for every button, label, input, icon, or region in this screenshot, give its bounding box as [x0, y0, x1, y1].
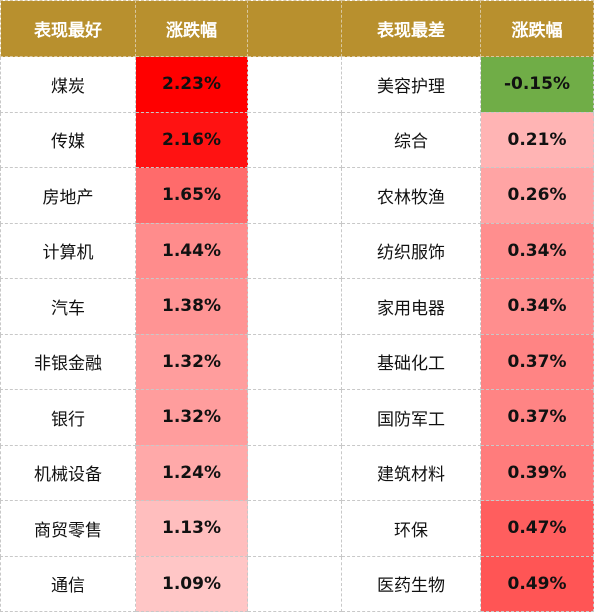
- header-worst: 表现最差: [341, 0, 481, 57]
- best-sector-name: 通信: [0, 555, 136, 612]
- worst-sector-change: 0.34%: [480, 222, 594, 279]
- best-sector-change: 2.23%: [135, 56, 248, 113]
- table-row: 通信 1.09% 医药生物 0.49%: [0, 555, 594, 612]
- best-sector-change: 1.13%: [135, 500, 248, 557]
- table-row: 机械设备 1.24% 建筑材料 0.39%: [0, 444, 594, 501]
- worst-sector-name: 家用电器: [341, 278, 481, 335]
- best-sector-name: 传媒: [0, 111, 136, 168]
- best-sector-change: 1.65%: [135, 167, 248, 224]
- table-row: 煤炭 2.23% 美容护理 -0.15%: [0, 56, 594, 113]
- worst-sector-change: 0.34%: [480, 278, 594, 335]
- best-sector-name: 非银金融: [0, 333, 136, 390]
- best-sector-change: 1.09%: [135, 555, 248, 612]
- worst-sector-change: 0.39%: [480, 444, 594, 501]
- column-gap: [247, 222, 342, 279]
- header-gap: [247, 0, 342, 57]
- table-row: 计算机 1.44% 纺织服饰 0.34%: [0, 222, 594, 279]
- header-row: 表现最好 涨跌幅 表现最差 涨跌幅: [0, 0, 594, 57]
- worst-sector-name: 医药生物: [341, 555, 481, 612]
- column-gap: [247, 444, 342, 501]
- worst-sector-change: 0.26%: [480, 167, 594, 224]
- column-gap: [247, 56, 342, 113]
- best-sector-change: 1.38%: [135, 278, 248, 335]
- worst-sector-name: 农林牧渔: [341, 167, 481, 224]
- table-row: 房地产 1.65% 农林牧渔 0.26%: [0, 167, 594, 224]
- best-sector-change: 2.16%: [135, 111, 248, 168]
- column-gap: [247, 500, 342, 557]
- best-sector-name: 煤炭: [0, 56, 136, 113]
- table-row: 传媒 2.16% 综合 0.21%: [0, 111, 594, 168]
- best-sector-name: 房地产: [0, 167, 136, 224]
- best-sector-name: 机械设备: [0, 444, 136, 501]
- best-sector-name: 计算机: [0, 222, 136, 279]
- worst-sector-change: 0.37%: [480, 389, 594, 446]
- best-sector-name: 银行: [0, 389, 136, 446]
- table-row: 非银金融 1.32% 基础化工 0.37%: [0, 333, 594, 390]
- best-sector-change: 1.32%: [135, 389, 248, 446]
- column-gap: [247, 111, 342, 168]
- table-row: 银行 1.32% 国防军工 0.37%: [0, 389, 594, 446]
- worst-sector-change: 0.49%: [480, 555, 594, 612]
- table-body: 煤炭 2.23% 美容护理 -0.15% 传媒 2.16% 综合 0.21% 房地产 1.65% 农…: [0, 56, 594, 612]
- best-sector-change: 1.32%: [135, 333, 248, 390]
- best-sector-name: 汽车: [0, 278, 136, 335]
- worst-sector-change: 0.37%: [480, 333, 594, 390]
- worst-sector-name: 建筑材料: [341, 444, 481, 501]
- worst-sector-name: 纺织服饰: [341, 222, 481, 279]
- column-gap: [247, 333, 342, 390]
- column-gap: [247, 278, 342, 335]
- column-gap: [247, 389, 342, 446]
- worst-sector-name: 国防军工: [341, 389, 481, 446]
- column-gap: [247, 555, 342, 612]
- header-best-change: 涨跌幅: [135, 0, 248, 57]
- worst-sector-change: -0.15%: [480, 56, 594, 113]
- header-best: 表现最好: [0, 0, 136, 57]
- header-worst-change: 涨跌幅: [480, 0, 594, 57]
- worst-sector-name: 美容护理: [341, 56, 481, 113]
- worst-sector-name: 环保: [341, 500, 481, 557]
- best-sector-change: 1.44%: [135, 222, 248, 279]
- worst-sector-name: 基础化工: [341, 333, 481, 390]
- best-sector-name: 商贸零售: [0, 500, 136, 557]
- worst-sector-change: 0.21%: [480, 111, 594, 168]
- worst-sector-change: 0.47%: [480, 500, 594, 557]
- column-gap: [247, 167, 342, 224]
- table-row: 汽车 1.38% 家用电器 0.34%: [0, 278, 594, 335]
- worst-sector-name: 综合: [341, 111, 481, 168]
- table-row: 商贸零售 1.13% 环保 0.47%: [0, 500, 594, 557]
- best-sector-change: 1.24%: [135, 444, 248, 501]
